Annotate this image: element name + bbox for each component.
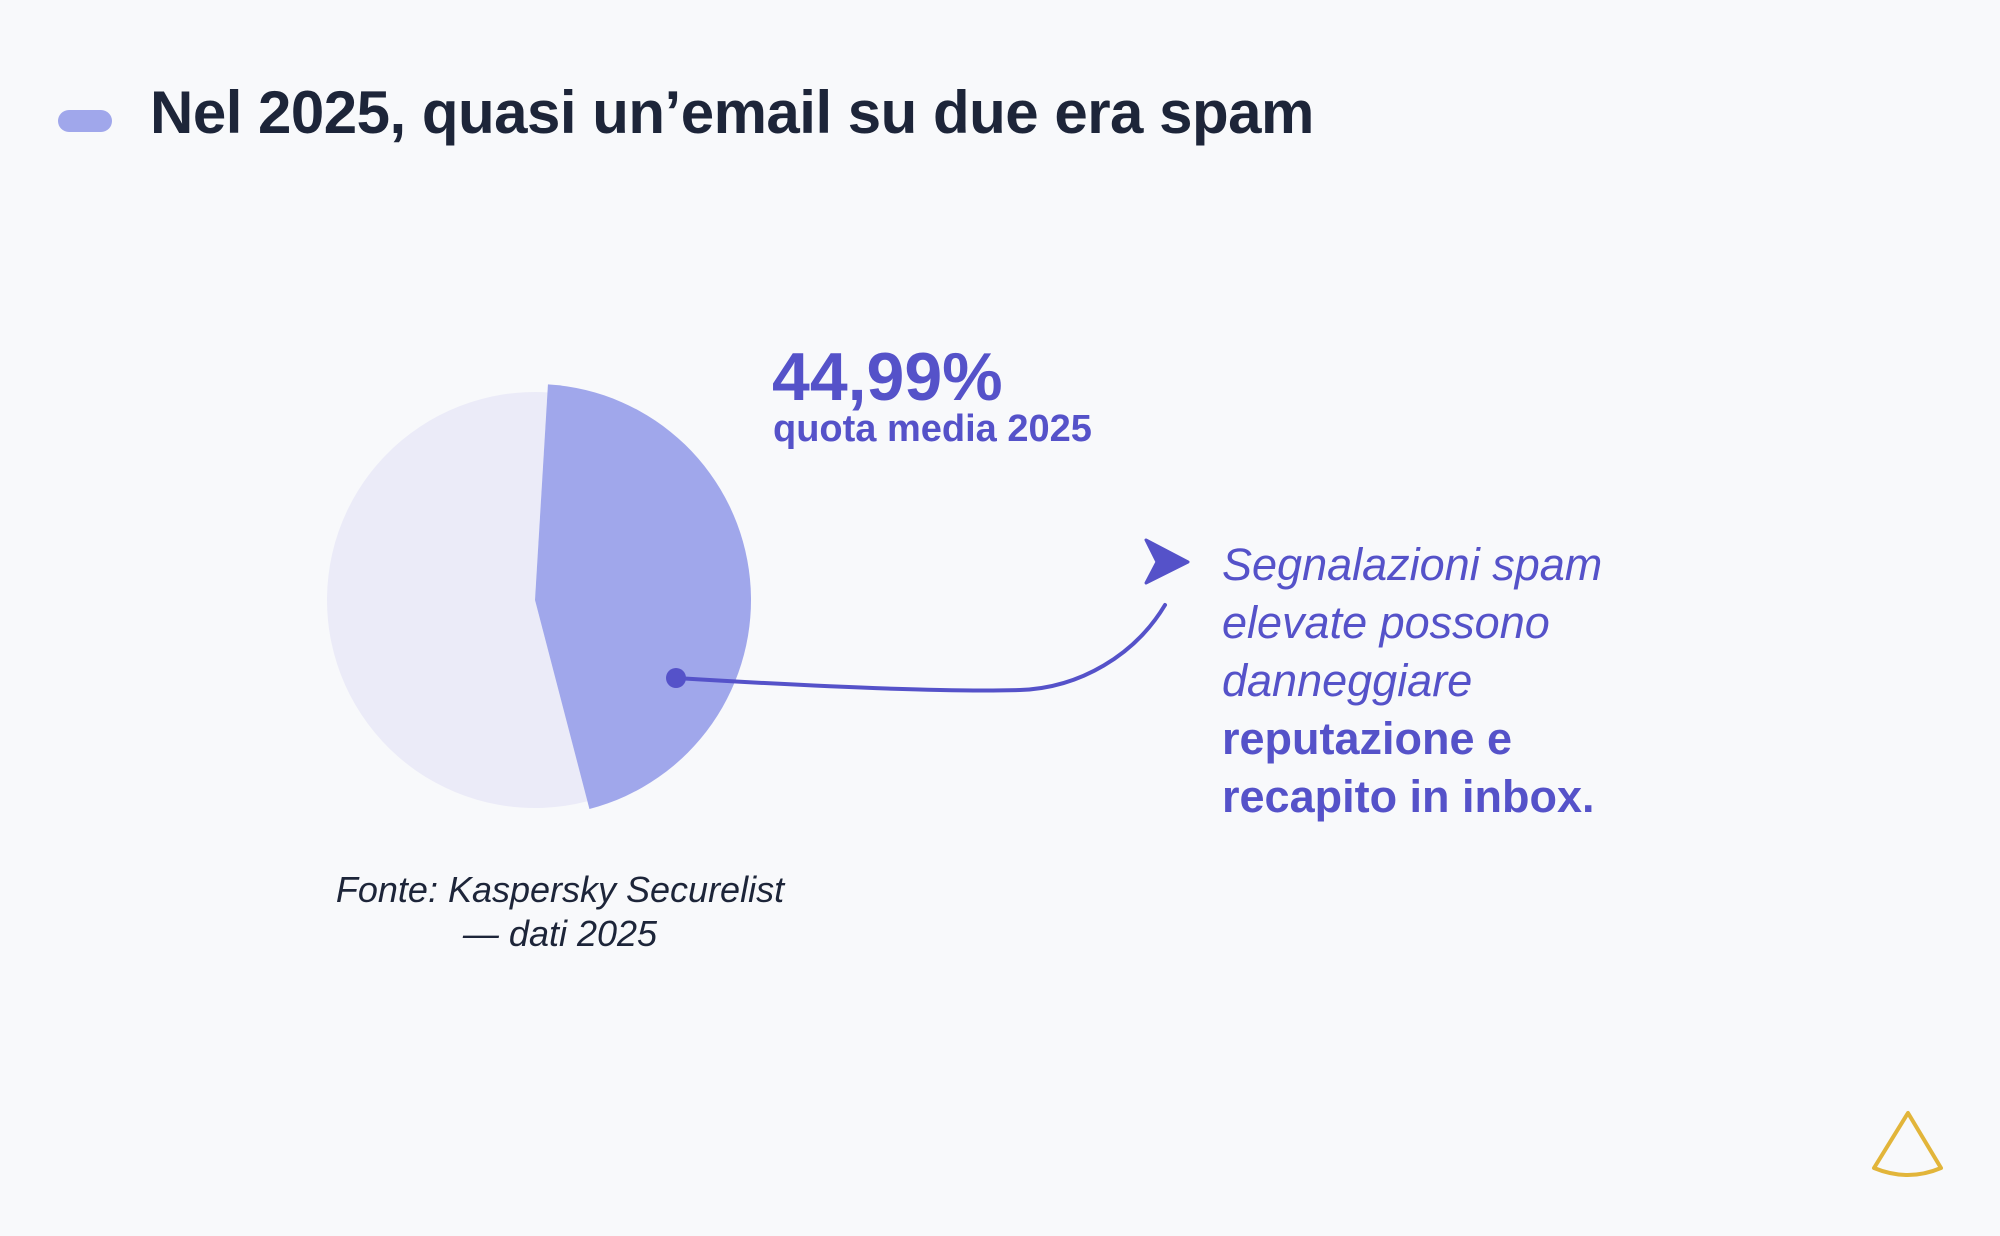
source-caption: Fonte: Kaspersky Securelist — dati 2025: [300, 868, 820, 956]
annotation-note: Segnalazioni spam elevate possono danneg…: [1222, 536, 1782, 826]
send-arrow-icon: [1144, 538, 1190, 585]
pie-slice-spam: [535, 384, 752, 810]
pie-slices: [326, 384, 752, 810]
title-marker-icon: [58, 110, 112, 132]
pie-slice-altro: [326, 391, 588, 808]
source-line: — dati 2025: [462, 913, 658, 954]
source-line: Fonte: Kaspersky Securelist: [335, 869, 785, 910]
note-line: elevate possono: [1222, 597, 1550, 648]
note-line-bold: reputazione e: [1222, 713, 1513, 764]
triangle-logo-icon: [1872, 1111, 1943, 1177]
connector-line: [674, 603, 1167, 693]
highlight-caption: quota media 2025: [773, 408, 1092, 450]
connector-dot: [666, 668, 686, 688]
note-line: Segnalazioni spam: [1222, 539, 1603, 590]
note-line: danneggiare: [1222, 655, 1473, 706]
page-title: Nel 2025, quasi un’email su due era spam: [150, 79, 1314, 146]
highlight-value: 44,99%: [772, 339, 1003, 415]
note-line-bold: recapito in inbox.: [1222, 771, 1595, 822]
